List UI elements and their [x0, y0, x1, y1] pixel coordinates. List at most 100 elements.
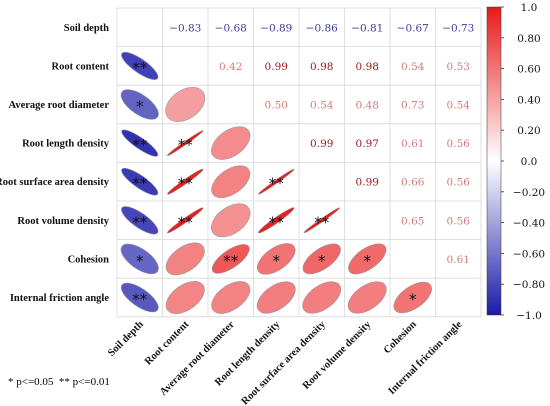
significance-marker: **: [132, 291, 148, 309]
row-label-root-surface-area-density: Root surface area density: [0, 177, 110, 188]
significance-marker: *: [136, 98, 144, 116]
correlation-ellipse: [393, 281, 433, 314]
correlation-ellipse: [120, 89, 159, 120]
row-label-average-root-diameter: Average root diameter: [9, 100, 110, 111]
colorbar-tick-label: −0.80: [513, 279, 545, 291]
row-label-root-volume-density: Root volume density: [17, 216, 109, 227]
correlation-value-label: 0.54: [447, 100, 471, 112]
colorbar-tick-label: 0.60: [517, 64, 540, 76]
correlation-ellipse: [121, 51, 159, 80]
colorbar-tick-label: 0.20: [517, 125, 540, 137]
column-label-average-root-diameter: Average root diameter: [158, 319, 237, 398]
row-label-root-length-density: Root length density: [22, 139, 110, 150]
correlation-value-label: 0.53: [447, 61, 470, 73]
correlation-ellipse: [211, 165, 251, 199]
matrix-cells: −0.83 −0.68 −0.89 −0.86 −0.81 −0.67 −0.73** 0.4…: [120, 22, 474, 314]
correlation-value-label: −0.73: [442, 22, 474, 34]
correlation-ellipse: [121, 167, 159, 196]
column-label-root-surface-area-density: Root surface area density: [240, 319, 329, 406]
row-label-root-content: Root content: [52, 61, 110, 72]
significance-marker: **: [178, 175, 194, 193]
colorbar-tick-label: 1.0: [521, 2, 538, 14]
correlation-ellipse: [167, 130, 204, 156]
correlation-ellipse: [120, 243, 159, 275]
colorbar-tick-label: 0.40: [517, 94, 540, 106]
row-label-cohesion: Cohesion: [68, 254, 110, 265]
significance-marker: *: [409, 291, 417, 309]
correlation-value-label: 0.54: [310, 100, 334, 112]
correlation-value-label: −0.67: [397, 22, 429, 34]
correlation-value-label: −0.86: [306, 22, 338, 34]
correlation-ellipse: [258, 207, 295, 234]
correlation-ellipse: [211, 203, 251, 238]
correlation-value-label: 0.99: [265, 61, 288, 73]
correlation-value-label: 0.42: [219, 61, 242, 73]
correlation-value-label: −0.89: [260, 22, 292, 34]
row-label-soil-depth: Soil depth: [64, 23, 109, 34]
correlation-value-label: 0.56: [447, 138, 471, 150]
colorbar-tick-label: 0.0: [521, 156, 538, 168]
correlation-ellipse: [211, 244, 250, 274]
significance-marker: **: [314, 213, 330, 231]
correlation-value-label: −0.81: [351, 22, 383, 34]
colorbar-tick-label: −1.0: [516, 310, 542, 322]
correlation-ellipse: [211, 126, 251, 160]
correlation-ellipse: [302, 243, 341, 275]
correlation-ellipse: [347, 281, 387, 314]
correlation-value-label: 0.56: [447, 215, 471, 227]
colorbar-tick-label: −0.60: [513, 248, 545, 260]
significance-marker: **: [178, 136, 194, 154]
correlation-value-label: 0.99: [310, 138, 333, 150]
column-label-root-content: Root content: [143, 319, 192, 368]
correlation-ellipse: [167, 168, 204, 195]
colorbar-tick-label: −0.40: [513, 218, 545, 230]
significance-footnote: * p<=0.05 ** p<=0.01: [8, 376, 110, 388]
correlation-ellipse: [167, 207, 204, 234]
correlation-value-label: 0.66: [401, 177, 425, 189]
significance-marker: *: [318, 252, 326, 270]
correlation-value-label: −0.68: [215, 22, 247, 34]
correlation-ellipse: [302, 281, 342, 314]
significance-marker: *: [136, 252, 144, 270]
correlation-ellipse: [165, 281, 205, 314]
correlation-value-label: 0.61: [401, 138, 424, 150]
significance-marker: **: [132, 175, 148, 193]
correlation-value-label: 0.97: [356, 138, 379, 150]
correlation-value-label: 0.50: [265, 100, 288, 112]
correlation-value-label: 0.98: [356, 61, 379, 73]
correlation-ellipse: [211, 281, 251, 314]
significance-marker: **: [132, 59, 148, 77]
correlation-ellipse: [258, 168, 295, 195]
significance-marker: **: [223, 252, 239, 270]
colorbar: 1.0 0.80 0.60 0.40 0.20 0.0 −0.20 −0.40 −0.60 −0.…: [486, 2, 545, 322]
colorbar-tick-label: −0.20: [513, 187, 545, 199]
correlation-ellipse: [303, 207, 340, 234]
correlation-ellipse: [165, 242, 205, 276]
correlation-ellipse: [256, 281, 296, 314]
column-label-internal-friction-angle: Internal friction angle: [386, 319, 464, 397]
column-label-soil-depth: Soil depth: [106, 319, 146, 359]
correlation-ellipse: [256, 243, 296, 275]
correlation-ellipse: [121, 129, 159, 157]
correlation-ellipse: [165, 87, 206, 122]
colorbar-gradient: [486, 6, 502, 316]
significance-marker: **: [132, 136, 148, 154]
correlation-ellipse: [348, 243, 387, 275]
column-label-cohesion: Cohesion: [382, 319, 419, 356]
correlation-value-label: 0.98: [310, 61, 333, 73]
significance-marker: **: [269, 175, 285, 193]
significance-marker: *: [364, 252, 372, 270]
correlation-value-label: 0.73: [401, 100, 424, 112]
significance-marker: **: [132, 213, 148, 231]
matrix-grid: [116, 7, 482, 318]
significance-marker: *: [273, 252, 281, 270]
correlation-value-label: 0.61: [447, 254, 470, 266]
row-label-internal-friction-angle: Internal friction angle: [10, 293, 109, 304]
significance-marker: **: [269, 213, 285, 231]
correlation-value-label: 0.65: [401, 215, 424, 227]
correlation-value-label: −0.83: [169, 22, 201, 34]
correlation-value-label: 0.48: [356, 100, 379, 112]
correlation-ellipse: [120, 282, 159, 313]
